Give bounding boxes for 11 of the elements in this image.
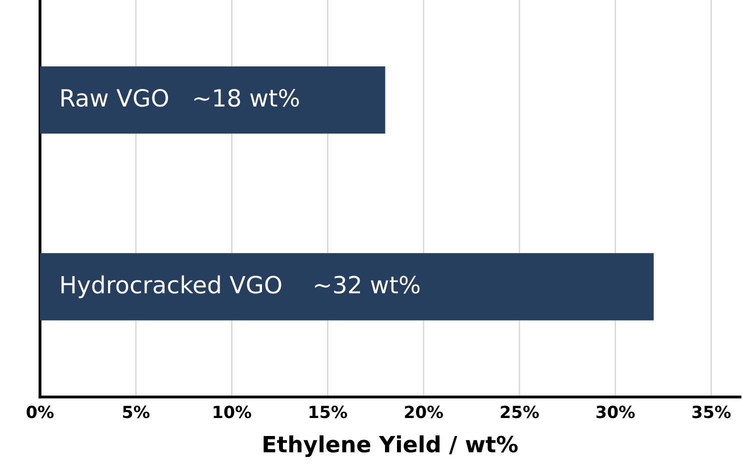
data-label: Hydrocracked VGO ~32 wt% [61, 275, 420, 298]
x-tick-label: 5% [123, 406, 150, 418]
x-tick-label: 20% [404, 406, 443, 418]
data-label: Raw VGO ~18 wt% [61, 88, 299, 107]
x-tick-label: 35% [692, 406, 731, 418]
x-tick-label: 0% [26, 406, 54, 418]
x-tick-label: 25% [500, 406, 539, 418]
x-tick-label: 15% [310, 406, 348, 418]
x-tick-label: 30% [596, 406, 635, 418]
x-tick-label: 10% [214, 406, 252, 418]
x-axis-title: Ethylene Yield / wt% [264, 435, 518, 458]
